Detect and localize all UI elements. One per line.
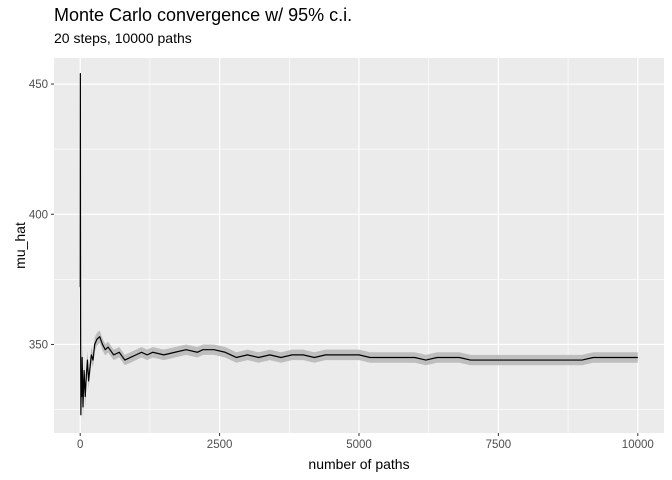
x-tick-label: 5000: [346, 439, 372, 451]
confidence-interval-ribbon: [80, 73, 638, 420]
y-axis: 350 400 450: [29, 79, 54, 351]
y-axis-title: mu_hat: [12, 222, 28, 269]
x-axis-title: number of paths: [308, 456, 409, 472]
chart-subtitle: 20 steps, 10000 paths: [54, 30, 192, 46]
y-tick-label: 350: [29, 339, 48, 351]
x-tick-label: 2500: [207, 439, 233, 451]
x-axis: 0 2500 5000 7500 10000: [77, 433, 654, 451]
y-tick-label: 450: [29, 79, 48, 91]
mu-hat-line: [79, 73, 638, 416]
y-tick-label: 400: [29, 209, 48, 221]
x-tick-label: 0: [77, 439, 83, 451]
x-tick-label: 7500: [486, 439, 512, 451]
x-tick-label: 10000: [622, 439, 654, 451]
chart-title: Monte Carlo convergence w/ 95% c.i.: [54, 5, 352, 25]
